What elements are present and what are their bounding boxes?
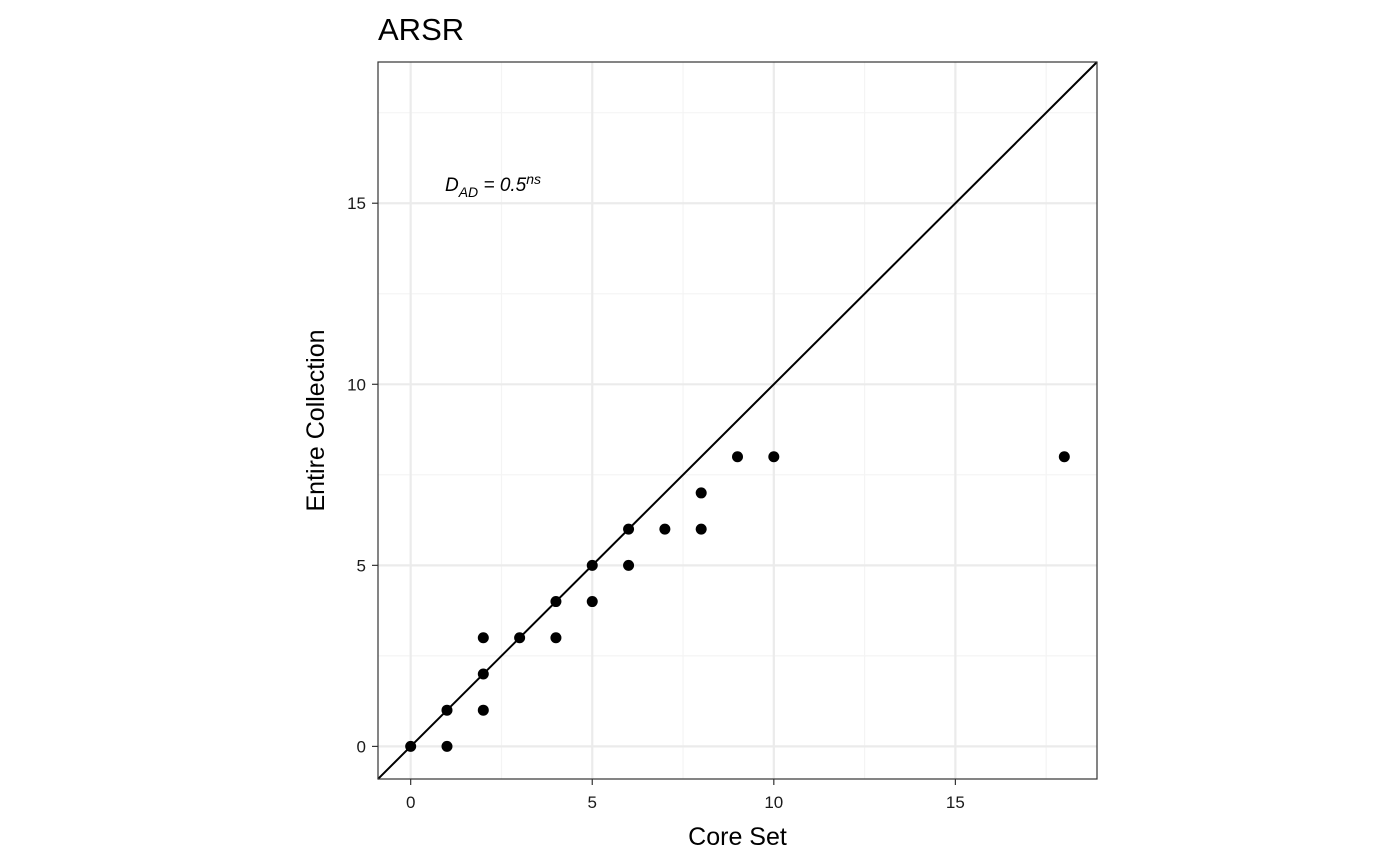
data-point bbox=[695, 487, 707, 499]
data-point bbox=[405, 740, 417, 752]
x-axis-ticks: 0 5 10 15 bbox=[406, 779, 965, 812]
y-axis-ticks: 0 5 10 15 bbox=[347, 194, 378, 756]
data-point bbox=[659, 523, 671, 535]
x-tick-label: 15 bbox=[946, 793, 965, 812]
x-tick-label: 10 bbox=[764, 793, 783, 812]
data-point bbox=[695, 523, 707, 535]
data-point bbox=[768, 451, 780, 463]
data-point bbox=[586, 559, 598, 571]
x-tick-label: 5 bbox=[588, 793, 597, 812]
data-point bbox=[1058, 451, 1070, 463]
y-axis-title: Entire Collection bbox=[302, 329, 330, 511]
reference-line-y-equals-x bbox=[377, 61, 1098, 780]
data-point bbox=[586, 596, 598, 608]
annotation-superscript: ns bbox=[526, 171, 541, 187]
data-point bbox=[477, 632, 489, 644]
annotation-subscript: AD bbox=[458, 184, 478, 200]
x-axis-title: Core Set bbox=[688, 823, 787, 851]
y-tick-label: 0 bbox=[357, 737, 366, 756]
data-point bbox=[550, 632, 562, 644]
data-point bbox=[441, 740, 453, 752]
chart-title: ARSR bbox=[378, 12, 464, 47]
anderson-darling-annotation: DAD = 0.5ns bbox=[445, 171, 541, 200]
data-point bbox=[623, 523, 635, 535]
panel-border bbox=[377, 61, 1098, 780]
annotation-value: = 0.5 bbox=[478, 175, 526, 196]
data-point bbox=[477, 668, 489, 680]
minor-gridlines bbox=[378, 62, 1097, 779]
major-gridlines bbox=[378, 62, 1097, 779]
data-point bbox=[550, 596, 562, 608]
x-tick-label: 0 bbox=[406, 793, 415, 812]
data-point bbox=[514, 632, 526, 644]
y-tick-label: 10 bbox=[347, 375, 366, 394]
annotation-d: D bbox=[445, 175, 459, 196]
data-points bbox=[405, 451, 1070, 752]
data-point bbox=[477, 704, 489, 716]
y-tick-label: 5 bbox=[357, 556, 366, 575]
data-point bbox=[623, 559, 635, 571]
data-point bbox=[441, 704, 453, 716]
data-point bbox=[732, 451, 743, 463]
y-tick-label: 15 bbox=[347, 194, 366, 213]
